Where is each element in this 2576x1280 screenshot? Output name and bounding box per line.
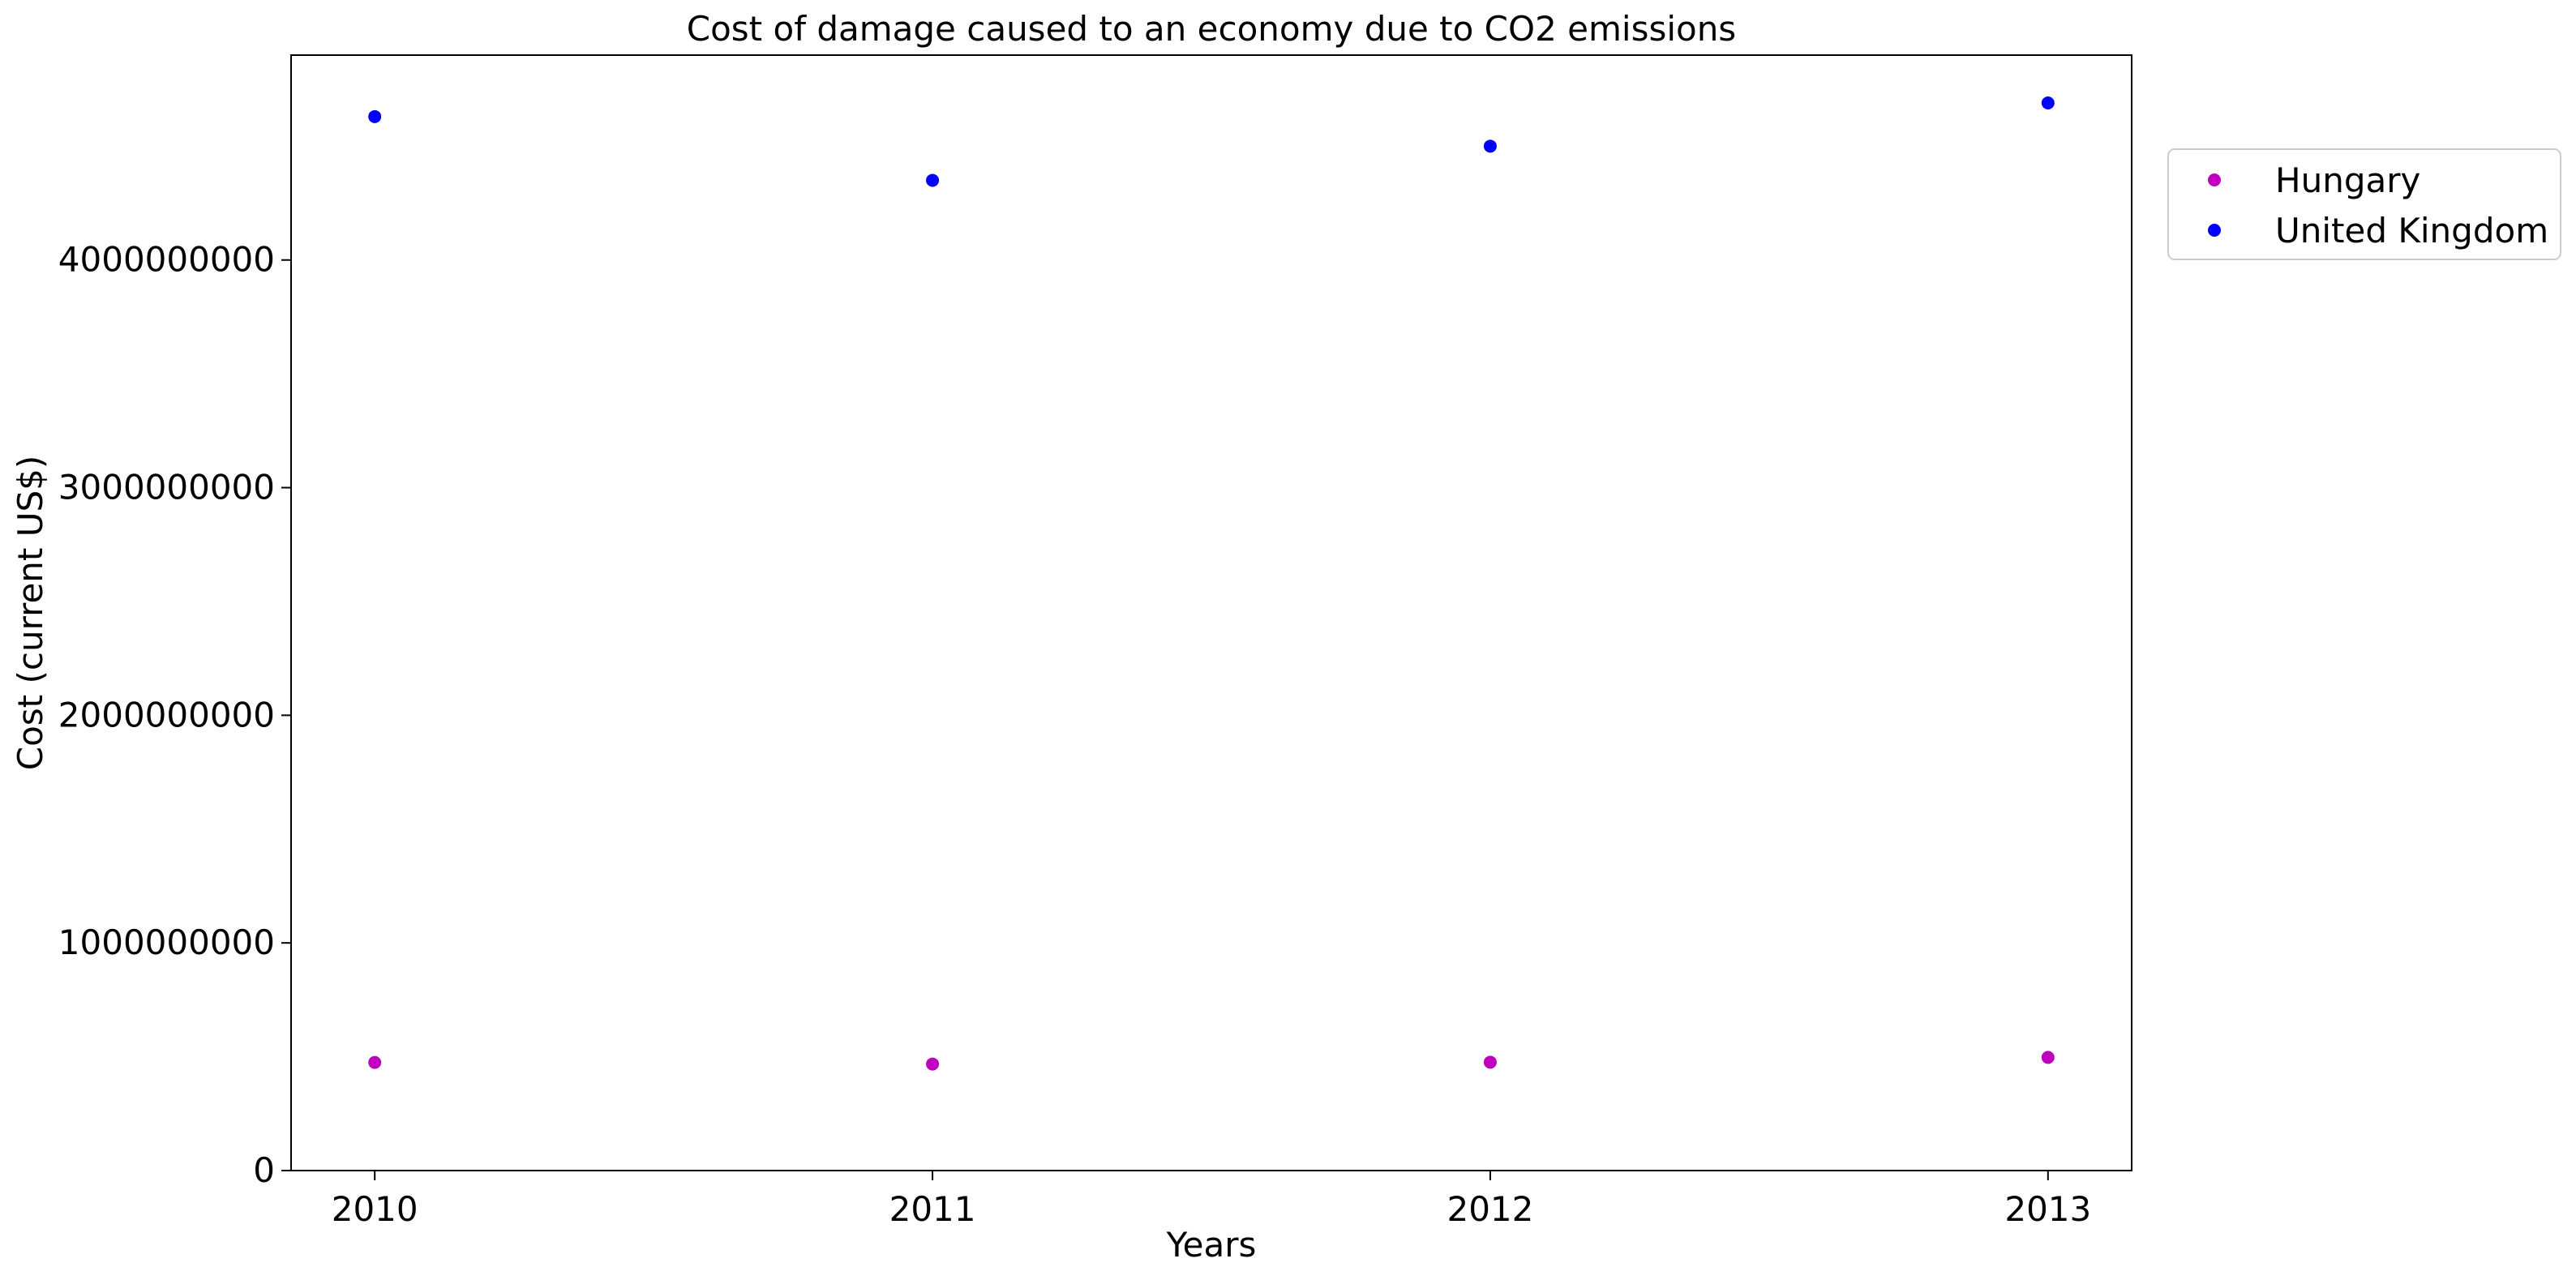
point-united-kingdom (2041, 96, 2055, 109)
y-tick-label: 0 (253, 1150, 275, 1190)
legend-marker-united-kingdom (2208, 224, 2221, 237)
y-axis-ticks: 0 1000000000 2000000000 3000000000 400000000… (58, 240, 291, 1190)
plot-area (290, 54, 2132, 1171)
point-united-kingdom (1483, 139, 1497, 153)
point-hungary (368, 1055, 382, 1069)
x-tick-label: 2011 (889, 1189, 976, 1229)
point-united-kingdom (926, 173, 940, 187)
x-tick-label: 2010 (332, 1189, 418, 1229)
legend-box (2167, 148, 2561, 260)
point-united-kingdom (368, 109, 382, 123)
point-hungary (1483, 1055, 1497, 1069)
legend-label-hungary: Hungary (2275, 161, 2420, 200)
x-axis-ticks: 2010 2011 2012 2013 (332, 1171, 2091, 1229)
point-hungary (926, 1057, 940, 1071)
data-points (368, 96, 2055, 1071)
legend-marker-hungary (2208, 173, 2221, 186)
y-tick-label: 1000000000 (58, 923, 275, 962)
point-hungary (2041, 1051, 2055, 1064)
x-axis-label: Years (1166, 1225, 1257, 1265)
x-tick-label: 2012 (1447, 1189, 1533, 1229)
y-tick-label: 4000000000 (58, 240, 275, 280)
legend: Hungary United Kingdom (2167, 148, 2561, 260)
chart-title: Cost of damage caused to an economy due … (687, 9, 1736, 49)
y-tick-label: 3000000000 (58, 468, 275, 507)
y-tick-label: 2000000000 (58, 695, 275, 734)
legend-label-united-kingdom: United Kingdom (2275, 211, 2548, 250)
x-tick-label: 2013 (2004, 1189, 2091, 1229)
y-axis-label: Cost (current US$) (11, 456, 50, 770)
